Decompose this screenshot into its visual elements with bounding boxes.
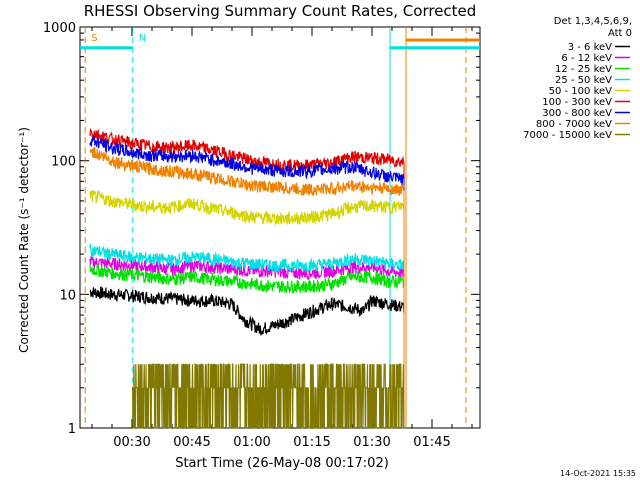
x-tick-label: 01:30 — [353, 435, 390, 450]
legend-label: 25 - 50 keV — [555, 75, 612, 86]
flag-annotation: N — [139, 33, 146, 44]
series-trace — [89, 286, 405, 336]
flag-annotation: S — [91, 33, 97, 44]
y-tick-label: 1000 — [43, 21, 76, 36]
x-tick-label: 01:15 — [293, 435, 330, 450]
plot-area: 1 10 100 1000 00:30 00:45 01:00 01:15 01:30 01:45… — [43, 21, 481, 450]
x-tick-label: 01:45 — [413, 435, 450, 450]
footer-timestamp: 14-Oct-2021 15:35 — [560, 469, 636, 478]
y-tick-label: 1 — [68, 422, 76, 437]
series-trace — [132, 363, 405, 429]
x-tick-label: 01:00 — [233, 435, 270, 450]
series-trace — [89, 135, 405, 186]
legend-label: 50 - 100 keV — [549, 86, 613, 97]
chart-title: RHESSI Observing Summary Count Rates, Co… — [84, 2, 477, 20]
legend-header: Det 1,3,4,5,6,9, — [554, 16, 632, 27]
series-trace — [89, 243, 405, 274]
series-trace — [89, 189, 405, 227]
legend-label: 800 - 7000 keV — [536, 119, 612, 130]
series-trace — [89, 146, 405, 197]
legend-label: 3 - 6 keV — [568, 42, 612, 53]
legend-label: 7000 - 15000 keV — [523, 130, 612, 141]
y-axis-label: Corrected Count Rate (s⁻¹ detector⁻¹) — [17, 127, 31, 353]
legend-label: 100 - 300 keV — [542, 97, 612, 108]
legend-label: 12 - 25 keV — [555, 64, 612, 75]
y-tick-label: 100 — [51, 155, 76, 170]
legend-label: 6 - 12 keV — [561, 53, 612, 64]
x-tick-label: 00:30 — [113, 435, 150, 450]
y-tick-label: 10 — [59, 288, 76, 303]
x-axis-label: Start Time (26-May-08 00:17:02) — [175, 456, 389, 471]
legend-header: Att 0 — [608, 28, 632, 39]
legend-label: 300 - 800 keV — [542, 108, 612, 119]
series-trace — [89, 128, 405, 173]
series-trace — [89, 264, 405, 295]
x-tick-label: 00:45 — [173, 435, 210, 450]
